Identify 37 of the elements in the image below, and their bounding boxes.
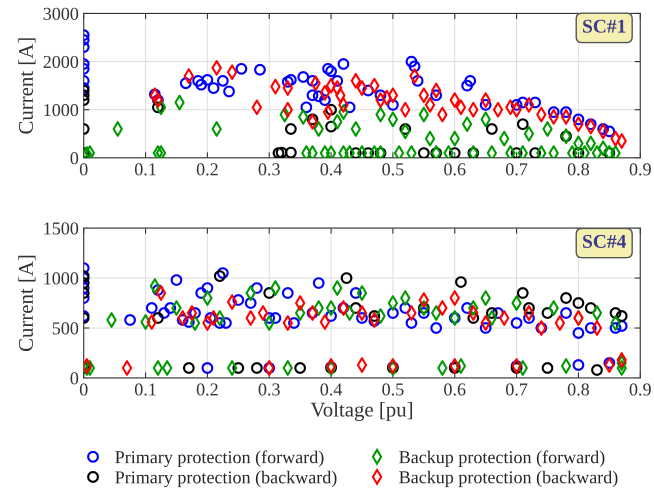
x-tick-label: 0.6: [444, 383, 466, 396]
x-tick-label: 0.3: [258, 163, 280, 176]
legend-label: Backup protection (backward): [399, 470, 618, 488]
x-tick-label: 0.9: [630, 163, 651, 176]
x-tick-label: 0.7: [506, 383, 528, 396]
legend-label: Backup protection (forward): [399, 450, 604, 467]
x-tick-label: 0.3: [258, 383, 280, 396]
legend-label: Primary protection (backward): [115, 470, 336, 488]
x-tick-label: 0: [80, 163, 88, 176]
legend-label: Primary protection (forward): [115, 450, 324, 468]
y-tick-label: 500: [52, 322, 78, 334]
x-tick-label: 0.9: [630, 383, 651, 396]
y-tick-label: 1000: [44, 104, 78, 116]
x-tick-label: 0.5: [382, 163, 404, 176]
annotation: SC#4: [583, 234, 626, 248]
y-tick-label: 0: [70, 152, 78, 164]
x-tick-label: 0.1: [134, 383, 156, 396]
x-tick-label: 0.8: [568, 163, 590, 176]
y-axis-title: Current [A]: [18, 256, 36, 352]
x-tick-label: 0.5: [382, 383, 404, 396]
y-axis-title: Current [A]: [18, 38, 36, 134]
x-tick-label: 0.1: [134, 163, 156, 176]
annotation: SC#1: [583, 20, 626, 33]
x-tick-label: 0.4: [320, 383, 342, 396]
y-tick-label: 2000: [44, 56, 78, 68]
y-tick-label: 0: [70, 372, 78, 384]
y-tick-label: 1000: [44, 272, 78, 284]
y-tick-label: 3000: [44, 8, 78, 20]
x-tick-label: 0.7: [506, 163, 528, 176]
x-tick-label: 0.2: [196, 383, 218, 396]
y-tick-label: 1500: [44, 222, 78, 235]
x-tick-label: 0.6: [444, 163, 466, 176]
x-tick-label: 0.4: [320, 163, 342, 176]
x-tick-label: 0.2: [196, 163, 218, 176]
x-tick-label: 0: [80, 383, 88, 396]
x-tick-label: 0.8: [568, 383, 590, 396]
x-axis-title: Voltage [pu]: [310, 402, 412, 421]
